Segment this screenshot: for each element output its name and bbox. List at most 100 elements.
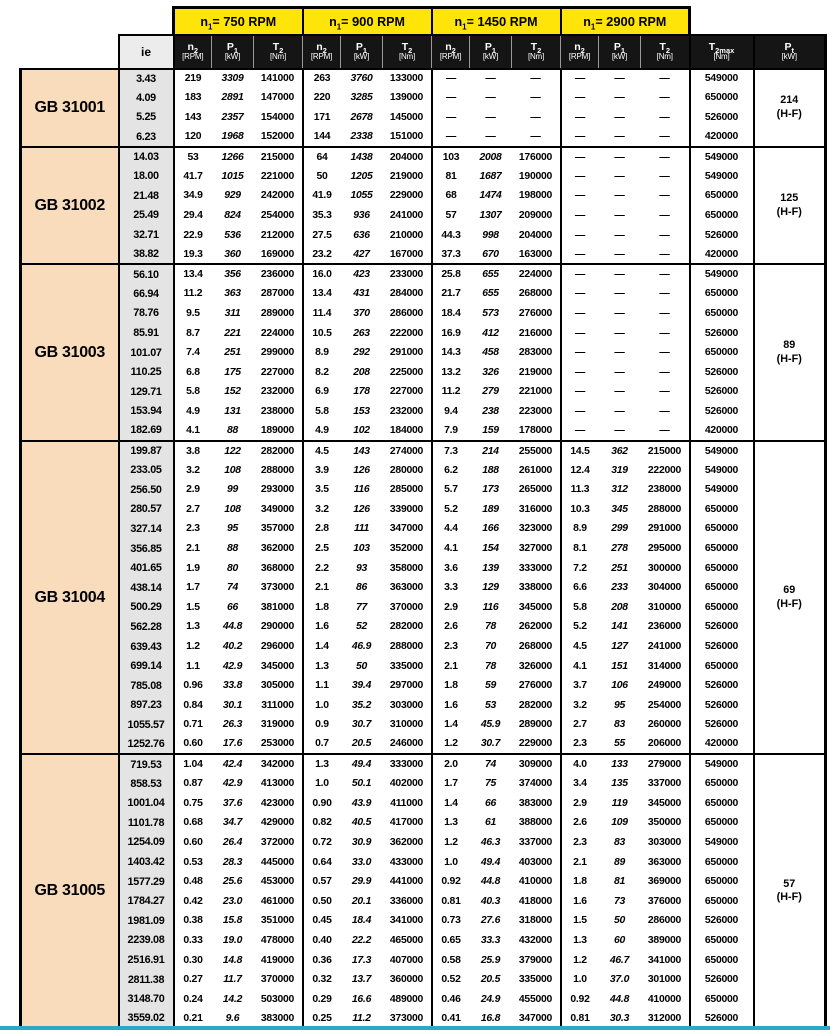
data-row: 1254.09 0.60 26.4 372000 0.72 30.9 362000 1.2 46… bbox=[21, 832, 826, 853]
cell-n2: 0.92 bbox=[430, 871, 470, 892]
cell-p1: 28.3 bbox=[211, 852, 254, 872]
cell-ratio: 500.29 bbox=[117, 597, 175, 618]
cell-t2: 300000 bbox=[640, 558, 690, 578]
cell-t2: 413000 bbox=[253, 773, 303, 794]
cell-p1: 16.6 bbox=[340, 989, 383, 1009]
cell-t2: — bbox=[640, 342, 690, 363]
cell-p1: 39.4 bbox=[340, 675, 383, 696]
cell-n2: 2.9 bbox=[430, 597, 470, 618]
data-row: 233.05 3.2 108 288000 3.9 126 280000 6.2 188 2610… bbox=[21, 460, 826, 480]
cell-t2: 489000 bbox=[382, 989, 432, 1009]
cell-ratio: 233.05 bbox=[117, 460, 175, 480]
cell-p1: 61 bbox=[469, 813, 512, 833]
speed-band-1450rpm: n1= 1450 RPM bbox=[430, 6, 561, 36]
cell-n2: 34.9 bbox=[172, 186, 212, 206]
cell-t2: 141000 bbox=[253, 67, 303, 89]
cell-n2: 1.2 bbox=[559, 950, 599, 970]
cell-n2: 3.3 bbox=[430, 577, 470, 598]
col-header-n2-1450rpm: n2 [RPM] bbox=[431, 34, 470, 70]
column-header-row: ie n2 [RPM] P1 [kW] T2 [Nm] n2 [RPM] P1 [kW] T2 [Nm]… bbox=[20, 33, 827, 70]
cell-n2: 1.3 bbox=[172, 617, 212, 637]
cell-n2: 44.3 bbox=[430, 225, 470, 245]
corner-blank-ratio bbox=[118, 7, 174, 35]
cell-t2: 241000 bbox=[640, 636, 690, 657]
cell-t2: 433000 bbox=[382, 852, 432, 872]
cell-t2: 345000 bbox=[253, 656, 303, 676]
cell-n2: 2.3 bbox=[430, 636, 470, 657]
cell-p1: 43.9 bbox=[340, 793, 383, 814]
data-row: 182.69 4.1 88 189000 4.9 102 184000 7.9 159 17800… bbox=[21, 421, 826, 441]
col-header-t2max: T2max [Nm] bbox=[688, 33, 754, 70]
cell-ratio: 6.23 bbox=[117, 127, 175, 147]
cell-n2: 50 bbox=[301, 166, 341, 187]
cell-t2: 154000 bbox=[253, 107, 303, 128]
cell-n2: 0.27 bbox=[172, 969, 212, 990]
cell-t2: 282000 bbox=[253, 439, 303, 461]
cell-ratio: 401.65 bbox=[117, 558, 175, 578]
col-header-t2-750rpm: T2 [Nm] bbox=[253, 34, 303, 70]
cell-n2: 3.2 bbox=[559, 695, 599, 716]
cell-n2: 64 bbox=[301, 145, 341, 167]
cell-ratio: 3148.70 bbox=[117, 989, 175, 1009]
cell-n2: — bbox=[559, 186, 599, 206]
cell-p1: 3285 bbox=[340, 88, 383, 108]
cell-p1: 78 bbox=[469, 656, 512, 676]
cell-n2: 1.1 bbox=[172, 656, 212, 676]
cell-t2: 403000 bbox=[511, 852, 561, 872]
cell-t2: 242000 bbox=[253, 186, 303, 206]
data-row: 2516.91 0.30 14.8 419000 0.36 17.3 407000 0.58 2… bbox=[21, 950, 826, 970]
cell-n2: 13.4 bbox=[301, 284, 341, 304]
cell-t2: 342000 bbox=[253, 753, 303, 774]
cell-t2: 274000 bbox=[382, 439, 432, 461]
cell-t2: 249000 bbox=[640, 675, 690, 696]
cell-t2: 238000 bbox=[640, 479, 690, 500]
cell-p1: — bbox=[598, 244, 641, 265]
cell-t2: 333000 bbox=[511, 558, 561, 578]
cell-n2: 5.7 bbox=[430, 479, 470, 500]
cell-t2: 327000 bbox=[511, 538, 561, 559]
data-row: 78.76 9.5 311 289000 11.4 370 286000 18.4 573 276… bbox=[21, 303, 826, 324]
cell-n2: 11.2 bbox=[172, 284, 212, 304]
cell-n2: 0.53 bbox=[172, 852, 212, 872]
cell-n2: 1.4 bbox=[301, 636, 341, 657]
cell-t2: 291000 bbox=[382, 342, 432, 363]
cell-n2: 0.9 bbox=[301, 715, 341, 735]
cell-pt-gb31003: 89 (H-F) bbox=[752, 263, 827, 441]
cell-t2max: 650000 bbox=[688, 852, 754, 872]
cell-t2: 295000 bbox=[640, 538, 690, 559]
cell-n2: 11.4 bbox=[301, 303, 341, 324]
cell-t2: 312000 bbox=[640, 1009, 690, 1031]
cell-t2: 379000 bbox=[511, 950, 561, 970]
cell-t2: — bbox=[640, 67, 690, 89]
cell-t2: — bbox=[511, 127, 561, 147]
cell-p1: 89 bbox=[598, 852, 641, 872]
cell-n2: 7.9 bbox=[430, 421, 470, 441]
cell-p1: 153 bbox=[340, 401, 383, 422]
cell-t2: 318000 bbox=[511, 911, 561, 931]
cell-n2: 2.7 bbox=[559, 715, 599, 735]
cell-n2: 7.4 bbox=[172, 342, 212, 363]
cell-t2: 341000 bbox=[640, 950, 690, 970]
cell-p1: 20.5 bbox=[469, 969, 512, 990]
cell-t2: 133000 bbox=[382, 67, 432, 89]
cell-n2: 2.3 bbox=[559, 734, 599, 755]
cell-p1: 17.6 bbox=[211, 734, 254, 755]
cell-n2: 0.71 bbox=[172, 715, 212, 735]
cell-n2: 3.4 bbox=[559, 773, 599, 794]
cell-ratio: 1101.78 bbox=[117, 813, 175, 833]
cell-n2: 6.9 bbox=[301, 382, 341, 402]
cell-t2: 419000 bbox=[253, 950, 303, 970]
cell-n2: 0.38 bbox=[172, 911, 212, 931]
cell-n2: 35.3 bbox=[301, 205, 341, 226]
cell-p1: 188 bbox=[469, 460, 512, 480]
cell-t2: 152000 bbox=[253, 127, 303, 147]
cell-p1: 74 bbox=[469, 753, 512, 774]
cell-p1: 86 bbox=[340, 577, 383, 598]
cell-ratio: 2239.08 bbox=[117, 930, 175, 951]
model-label-gb31002: GB 31002 bbox=[19, 145, 120, 265]
cell-t2: 418000 bbox=[511, 891, 561, 912]
cell-p1: — bbox=[598, 205, 641, 226]
cell-p1: 1968 bbox=[211, 127, 254, 147]
cell-n2: 1.2 bbox=[430, 832, 470, 853]
cell-n2: — bbox=[559, 263, 599, 285]
